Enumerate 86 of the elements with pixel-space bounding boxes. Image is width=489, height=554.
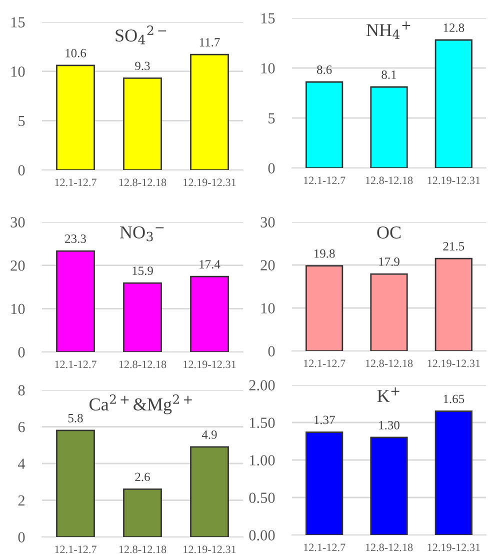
chart-title: Ca$^{2+}$&Mg$^{2+}$ [90, 394, 192, 414]
y-tick-label: 10 [11, 66, 25, 77]
bar [56, 64, 95, 170]
bar [190, 276, 229, 352]
data-label: 17.4 [200, 260, 220, 269]
y-tick-label: 4 [18, 458, 26, 469]
x-tick-label: 12.8-12.18 [119, 546, 166, 554]
bar [190, 446, 229, 537]
y-tick-label: 8 [18, 385, 25, 396]
data-label: 4.9 [202, 430, 217, 439]
bar [370, 86, 408, 168]
data-label: 17.9 [379, 258, 400, 266]
y-tick-label: 0 [268, 346, 275, 356]
y-tick-label: 15 [11, 17, 25, 28]
x-tick-label: 12.8-12.18 [366, 360, 413, 368]
bar [370, 273, 408, 351]
y-tick-label: 0 [18, 347, 25, 358]
data-label: 2.6 [135, 472, 150, 482]
chart-title: SO$_{4}$$^{2−}$ [116, 25, 166, 44]
x-tick-label: 12.8-12.18 [366, 176, 413, 184]
bar [370, 436, 408, 535]
x-tick-label: 12.1-12.7 [304, 544, 346, 552]
bar [434, 39, 472, 168]
x-tick-label: 12.1-12.7 [304, 176, 346, 184]
data-label: 8.1 [382, 70, 396, 79]
y-tick-label: 0.00 [249, 530, 275, 541]
y-tick-label: 15 [261, 13, 275, 24]
data-label: 19.8 [314, 249, 335, 258]
y-tick-label: 10 [261, 303, 275, 314]
bar [123, 78, 162, 170]
data-label: 21.5 [443, 242, 464, 251]
chart-title: OC [377, 226, 401, 239]
bar [123, 282, 162, 352]
x-tick-label: 12.8-12.18 [119, 178, 166, 186]
y-tick-label: 20 [10, 260, 25, 271]
bar [434, 258, 472, 351]
x-tick-label: 12.1-12.7 [55, 178, 96, 186]
data-label: 11.7 [200, 38, 220, 47]
y-tick-label: 2 [18, 495, 24, 506]
x-tick-label: 12.19-12.31 [184, 546, 236, 554]
bar [56, 430, 95, 537]
y-tick-label: 30 [260, 217, 275, 228]
data-label: 12.8 [444, 23, 464, 32]
bar [434, 410, 472, 535]
bar [306, 265, 344, 351]
x-tick-label: 12.19-12.31 [184, 360, 236, 368]
data-label: 10.6 [66, 48, 86, 58]
y-tick-label: 0.50 [249, 492, 275, 504]
chart-title: K$^{+}$ [377, 387, 400, 402]
data-label: 5.8 [68, 414, 83, 422]
data-label: 23.3 [65, 234, 86, 243]
data-label: 1.30 [379, 420, 400, 430]
y-tick-label: 1.50 [250, 418, 275, 428]
bar [306, 81, 344, 168]
x-tick-label: 12.19-12.31 [428, 176, 480, 184]
data-label: 8.6 [316, 65, 332, 74]
y-tick-label: 20 [260, 260, 275, 270]
x-tick-label: 12.8-12.18 [119, 360, 166, 368]
y-tick-label: 0 [268, 163, 275, 174]
chart-title: NO$_{3}$$^{−}$ [120, 226, 164, 242]
chart-title: NH$_{4}$$^{+}$ [366, 22, 410, 39]
y-tick-label: 30 [10, 217, 25, 228]
y-tick-label: 5 [268, 113, 275, 124]
y-tick-label: 0 [18, 532, 25, 542]
y-tick-label: 1.00 [250, 455, 275, 466]
data-label: 1.37 [314, 416, 335, 424]
x-tick-label: 12.1-12.7 [55, 546, 96, 554]
y-tick-label: 10 [261, 63, 275, 74]
x-tick-label: 12.19-12.31 [428, 360, 480, 368]
x-tick-label: 12.8-12.18 [366, 544, 413, 552]
y-tick-label: 2.00 [249, 380, 275, 391]
bar [123, 488, 162, 537]
data-label: 9.3 [135, 62, 150, 70]
y-tick-label: 6 [18, 422, 25, 432]
x-tick-label: 12.1-12.7 [55, 360, 96, 368]
y-tick-label: 5 [18, 116, 25, 126]
x-tick-label: 12.1-12.7 [304, 360, 346, 368]
bar [190, 54, 229, 170]
data-label: 15.9 [132, 266, 153, 276]
data-label: 1.65 [444, 394, 464, 404]
y-tick-label: 0 [18, 165, 25, 176]
y-tick-label: 10 [11, 304, 25, 314]
x-tick-label: 12.19-12.31 [428, 544, 480, 552]
bar [306, 432, 344, 535]
bar [56, 250, 95, 352]
x-tick-label: 12.19-12.31 [184, 178, 236, 186]
